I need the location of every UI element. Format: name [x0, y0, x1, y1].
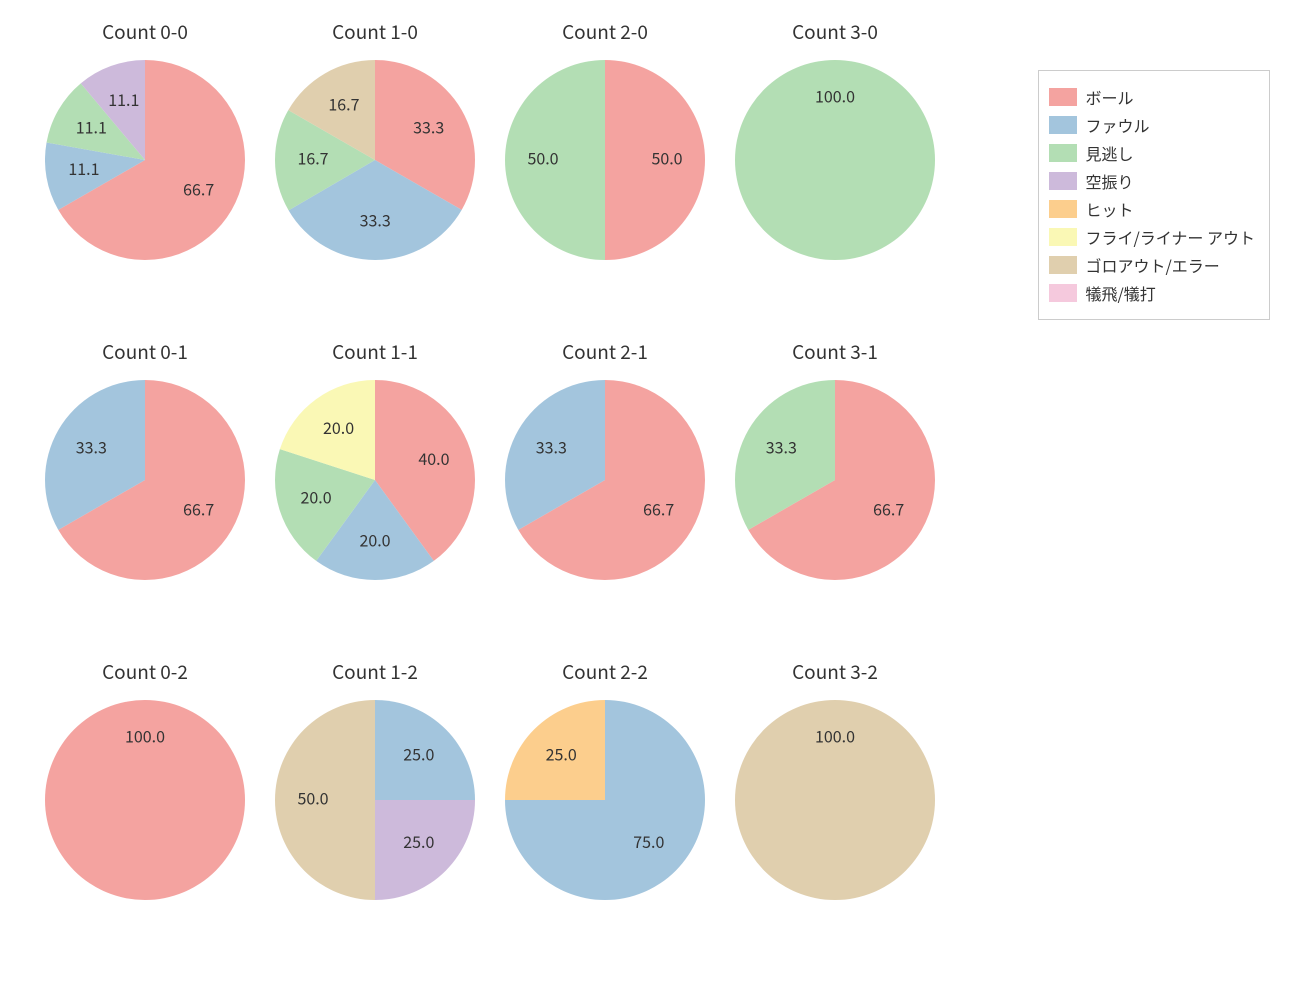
legend-label: 空振り — [1085, 169, 1133, 193]
pie-cell: Count 1-2 25.0 25.0 50.0 — [260, 640, 490, 960]
slice-label: 25.0 — [403, 742, 434, 766]
slice-label: 33.3 — [413, 114, 444, 138]
page: Count 0-066.711.111.111.1Count 1-033.333… — [0, 0, 1300, 1000]
pie-chart: 100.0 — [735, 60, 935, 260]
pie-chart: 66.711.111.111.1 — [45, 60, 245, 260]
pie-chart: 75.0 25.0 — [505, 700, 705, 900]
chart-title: Count 0-1 — [30, 338, 260, 365]
legend-label: ゴロアウト/エラー — [1085, 253, 1219, 277]
chart-title: Count 3-0 — [720, 18, 950, 45]
legend-swatch — [1049, 172, 1077, 190]
slice-label: 11.1 — [76, 114, 107, 138]
chart-title: Count 3-1 — [720, 338, 950, 365]
legend-swatch — [1049, 116, 1077, 134]
legend-item: ボール — [1049, 85, 1255, 109]
legend-swatch — [1049, 256, 1077, 274]
pie-chart: 50.0 50.0 — [505, 60, 705, 260]
pie-grid: Count 0-066.711.111.111.1Count 1-033.333… — [30, 0, 950, 960]
slice-label: 20.0 — [300, 485, 331, 509]
legend-label: ファウル — [1085, 113, 1149, 137]
legend-item: ゴロアウト/エラー — [1049, 253, 1255, 277]
pie-cell: Count 0-2 100.0 — [30, 640, 260, 960]
legend-item: ファウル — [1049, 113, 1255, 137]
chart-title: Count 1-0 — [260, 18, 490, 45]
pie-chart: 33.3 33.3 16.7 16.7 — [275, 60, 475, 260]
slice-label: 50.0 — [651, 145, 682, 169]
pie-cell: Count 3-1 66.7 33.3 — [720, 320, 950, 640]
slice-label: 33.3 — [536, 434, 567, 458]
slice-label: 66.7 — [183, 496, 214, 520]
chart-title: Count 1-1 — [260, 338, 490, 365]
slice-label: 33.3 — [76, 434, 107, 458]
slice-label: 66.7 — [183, 176, 214, 200]
chart-title: Count 1-2 — [260, 658, 490, 685]
pie-cell: Count 2-1 66.7 33.3 — [490, 320, 720, 640]
legend-label: 見逃し — [1085, 141, 1133, 165]
slice-label: 11.1 — [68, 156, 99, 180]
pie-chart: 100.0 — [735, 700, 935, 900]
legend-label: ボール — [1085, 85, 1133, 109]
slice-label: 20.0 — [359, 527, 390, 551]
legend-label: 犠飛/犠打 — [1085, 281, 1155, 305]
pie-cell: Count 1-0 33.3 33.3 16.7 16.7 — [260, 0, 490, 320]
legend-label: ヒット — [1085, 197, 1133, 221]
legend: ボールファウル見逃し空振りヒットフライ/ライナー アウトゴロアウト/エラー犠飛/… — [1038, 70, 1270, 320]
pie-chart: 25.0 25.0 50.0 — [275, 700, 475, 900]
slice-label: 33.3 — [766, 434, 797, 458]
slice-label: 20.0 — [323, 415, 354, 439]
pie-chart: 66.7 33.3 — [505, 380, 705, 580]
legend-item: フライ/ライナー アウト — [1049, 225, 1255, 249]
legend-swatch — [1049, 144, 1077, 162]
slice-label: 50.0 — [297, 785, 328, 809]
slice-label: 11.1 — [108, 87, 139, 111]
pie-cell: Count 0-066.711.111.111.1 — [30, 0, 260, 320]
chart-title: Count 0-2 — [30, 658, 260, 685]
slice-label: 40.0 — [418, 446, 449, 470]
legend-swatch — [1049, 200, 1077, 218]
slice-label: 100.0 — [815, 723, 855, 747]
pie-cell: Count 3-0 100.0 — [720, 0, 950, 320]
legend-swatch — [1049, 228, 1077, 246]
slice-label: 75.0 — [633, 829, 664, 853]
legend-swatch — [1049, 284, 1077, 302]
pie-cell: Count 0-1 66.7 33.3 — [30, 320, 260, 640]
chart-title: Count 3-2 — [720, 658, 950, 685]
slice-label: 100.0 — [815, 83, 855, 107]
chart-title: Count 2-1 — [490, 338, 720, 365]
slice-label: 100.0 — [125, 723, 165, 747]
legend-item: 空振り — [1049, 169, 1255, 193]
pie-cell: Count 3-2 100.0 — [720, 640, 950, 960]
pie-chart: 66.7 33.3 — [45, 380, 245, 580]
slice-label: 33.3 — [360, 207, 391, 231]
pie-cell: Count 2-2 75.0 25.0 — [490, 640, 720, 960]
chart-title: Count 2-0 — [490, 18, 720, 45]
pie-chart: 40.0 20.0 20.0 20.0 — [275, 380, 475, 580]
slice-label: 25.0 — [546, 742, 577, 766]
slice-label: 50.0 — [527, 145, 558, 169]
chart-title: Count 0-0 — [30, 18, 260, 45]
slice-label: 66.7 — [873, 496, 904, 520]
legend-label: フライ/ライナー アウト — [1085, 225, 1255, 249]
pie-chart: 100.0 — [45, 700, 245, 900]
pie-cell: Count 2-0 50.0 50.0 — [490, 0, 720, 320]
slice-label: 16.7 — [328, 92, 359, 116]
legend-item: ヒット — [1049, 197, 1255, 221]
legend-item: 見逃し — [1049, 141, 1255, 165]
chart-title: Count 2-2 — [490, 658, 720, 685]
legend-item: 犠飛/犠打 — [1049, 281, 1255, 305]
slice-label: 16.7 — [297, 146, 328, 170]
pie-cell: Count 1-1 40.0 20.0 20.0 20.0 — [260, 320, 490, 640]
slice-label: 25.0 — [403, 829, 434, 853]
pie-chart: 66.7 33.3 — [735, 380, 935, 580]
legend-swatch — [1049, 88, 1077, 106]
slice-label: 66.7 — [643, 496, 674, 520]
